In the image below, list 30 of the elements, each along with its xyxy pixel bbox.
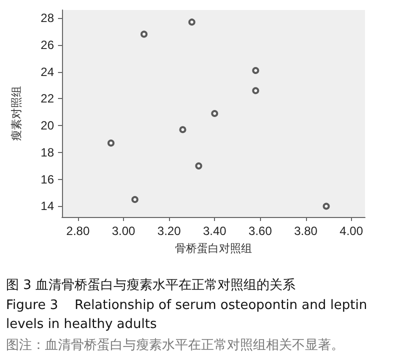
point bbox=[131, 196, 138, 204]
x-tick-label: 3.40 bbox=[202, 224, 227, 238]
y-tick-label: 16 bbox=[40, 172, 54, 186]
text: 图注：血清骨桥蛋白与瘦素水平在正常对照组相关不显著。 bbox=[6, 338, 344, 353]
point bbox=[195, 162, 202, 170]
x-tick-label: 3.20 bbox=[157, 224, 182, 238]
y-tick-label: 28 bbox=[40, 11, 54, 26]
caption: 图 3 血清骨桥蛋白与瘦素水平在正常对照组的关系 bbox=[6, 278, 296, 293]
x-tick-label: 3.00 bbox=[112, 224, 136, 238]
x-tick-label: 3.80 bbox=[294, 224, 318, 238]
y-tick-label: 20 bbox=[40, 118, 54, 133]
y-tick-label: 26 bbox=[40, 38, 54, 52]
x-axis-title: 骨桥蛋白对照组 bbox=[175, 242, 252, 255]
point bbox=[252, 87, 260, 94]
x-tick-label: 2.80 bbox=[66, 224, 90, 238]
point bbox=[140, 30, 148, 38]
point bbox=[179, 126, 186, 134]
y-axis-title: 瘦素对照组 bbox=[10, 86, 23, 141]
x-tick-label: 3.60 bbox=[248, 224, 272, 238]
point bbox=[211, 110, 218, 117]
y-tick-label: 24 bbox=[40, 64, 54, 79]
point bbox=[107, 140, 114, 147]
caption: Figure 3 Relationship of serum osteopontin and leptin levels in healthy adults bbox=[6, 298, 372, 332]
point bbox=[188, 18, 196, 26]
point bbox=[322, 202, 330, 210]
y-tick-label: 18 bbox=[40, 145, 54, 160]
x-tick-label: 4.00 bbox=[340, 224, 364, 238]
point bbox=[252, 66, 260, 74]
y-tick-label: 22 bbox=[40, 92, 54, 106]
y-tick-label: 14 bbox=[40, 199, 54, 214]
